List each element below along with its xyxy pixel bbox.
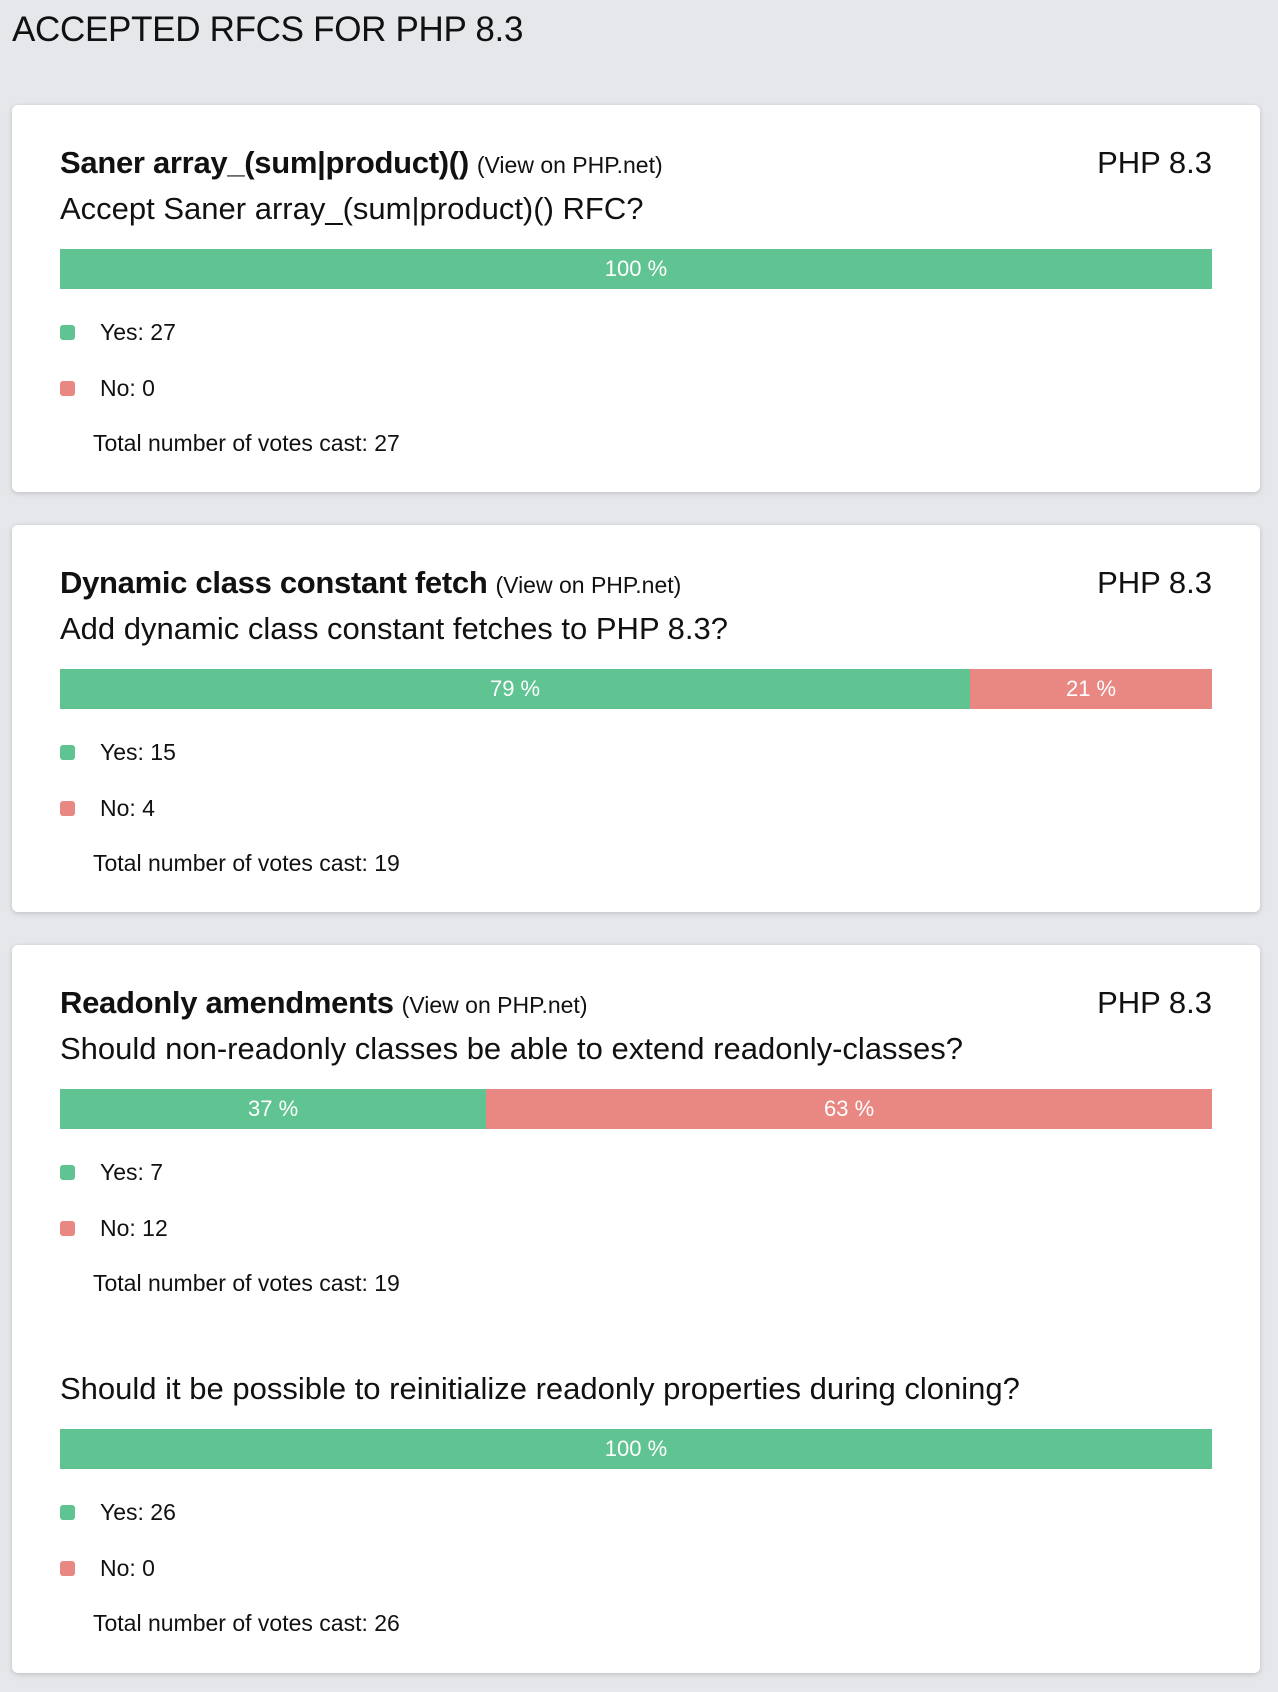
yes-count: Yes: 27	[100, 319, 176, 345]
yes-percent-segment: 37 %	[60, 1089, 487, 1129]
rfc-title: Readonly amendments	[60, 985, 394, 1020]
vote-question: Add dynamic class constant fetches to PH…	[60, 611, 729, 646]
yes-marker-icon	[60, 1505, 75, 1520]
vote-result-bar: 37 % 63 %	[60, 1089, 1212, 1129]
rfc-card-dynamic-class-constant-fetch: Dynamic class constant fetch (View on PHP…	[12, 525, 1260, 912]
no-marker-icon	[60, 381, 75, 396]
no-count: No: 4	[100, 795, 155, 821]
yes-marker-icon	[60, 1165, 75, 1180]
total-votes: Total number of votes cast: 27	[93, 430, 400, 456]
vote-question: Accept Saner array_(sum|product)() RFC?	[60, 191, 644, 226]
rfc-title: Dynamic class constant fetch	[60, 565, 488, 600]
rfc-header: Dynamic class constant fetch (View on PHP…	[60, 561, 1212, 605]
no-percent-segment: 63 %	[486, 1089, 1212, 1129]
yes-count: Yes: 7	[100, 1159, 164, 1185]
rfc-header: Readonly amendments (View on PHP.net) PHP…	[60, 981, 1212, 1025]
php-version: PHP 8.3	[1097, 145, 1212, 180]
view-on-php-net-link[interactable]: (View on PHP.net)	[476, 152, 663, 178]
page-title: ACCEPTED RFCS FOR PHP 8.3	[12, 10, 524, 49]
total-votes: Total number of votes cast: 26	[93, 1610, 400, 1636]
vote-result-bar: 100 %	[60, 1429, 1212, 1469]
total-votes: Total number of votes cast: 19	[93, 1270, 400, 1296]
vote-question: Should it be possible to reinitialize re…	[60, 1371, 1020, 1406]
no-marker-icon	[60, 1221, 75, 1236]
yes-percent-segment: 100 %	[60, 249, 1212, 289]
no-count: No: 12	[100, 1215, 168, 1241]
php-version: PHP 8.3	[1097, 565, 1212, 600]
yes-marker-icon	[60, 325, 75, 340]
yes-percent-segment: 100 %	[60, 1429, 1212, 1469]
view-on-php-net-link[interactable]: (View on PHP.net)	[495, 572, 682, 598]
vote-result-bar: 79 % 21 %	[60, 669, 1212, 709]
no-count: No: 0	[100, 1555, 155, 1581]
rfc-title: Saner array_(sum|product)()	[60, 145, 469, 180]
yes-marker-icon	[60, 745, 75, 760]
no-marker-icon	[60, 1561, 75, 1576]
view-on-php-net-link[interactable]: (View on PHP.net)	[401, 992, 588, 1018]
yes-count: Yes: 26	[100, 1499, 176, 1525]
vote-result-bar: 100 %	[60, 249, 1212, 289]
no-count: No: 0	[100, 375, 155, 401]
vote-question: Should non-readonly classes be able to e…	[60, 1031, 964, 1066]
no-percent-segment: 21 %	[970, 669, 1212, 709]
php-version: PHP 8.3	[1097, 985, 1212, 1020]
yes-percent-segment: 79 %	[60, 669, 971, 709]
total-votes: Total number of votes cast: 19	[93, 850, 400, 876]
rfc-header: Saner array_(sum|product)() (View on PHP.…	[60, 141, 1212, 185]
yes-count: Yes: 15	[100, 739, 176, 765]
no-marker-icon	[60, 801, 75, 816]
rfc-card-readonly-amendments: Readonly amendments (View on PHP.net) PHP…	[12, 945, 1260, 1673]
rfc-card-saner-array: Saner array_(sum|product)() (View on PHP.…	[12, 105, 1260, 492]
